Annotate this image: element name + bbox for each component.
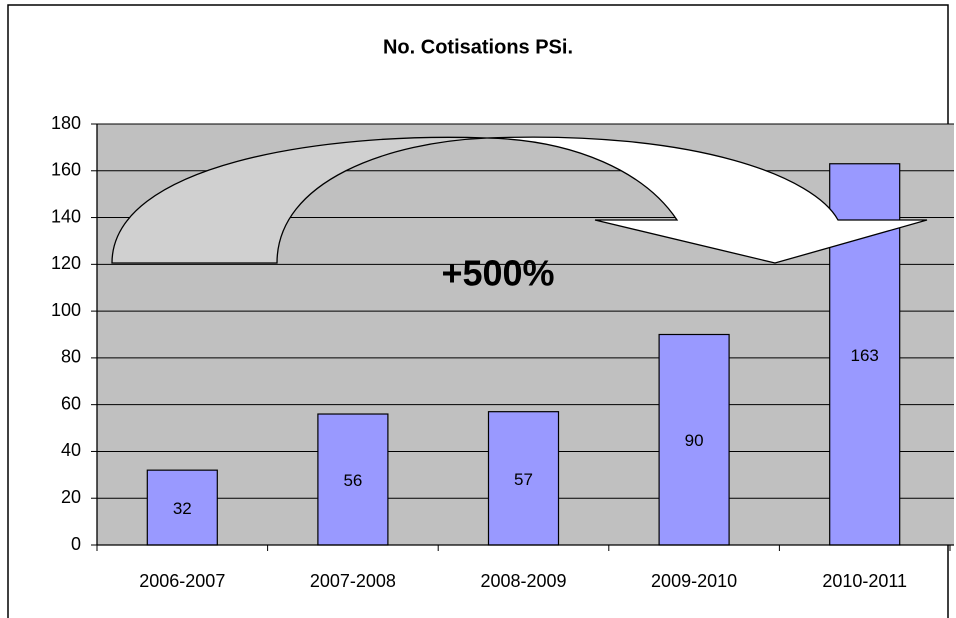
- bar: [658, 333, 730, 546]
- y-tick-label: 0: [71, 534, 81, 554]
- arrow-head: [486, 136, 928, 264]
- data-label: 90: [685, 431, 704, 450]
- y-tick-label: 80: [61, 347, 81, 367]
- bar: [146, 469, 218, 546]
- x-tick-label: 2007-2008: [310, 571, 396, 591]
- x-tick-label: 2009-2010: [651, 571, 737, 591]
- y-tick-label: 100: [51, 300, 81, 320]
- y-tick-label: 120: [51, 253, 81, 273]
- x-tick-label: 2008-2009: [480, 571, 566, 591]
- data-label: 56: [343, 471, 362, 490]
- arrow-group: [111, 136, 928, 264]
- y-tick-label: 40: [61, 440, 81, 460]
- x-tick-label: 2010-2011: [822, 571, 907, 591]
- y-tick-label: 160: [51, 160, 81, 180]
- y-tick-label: 60: [61, 393, 81, 413]
- bar: [487, 411, 560, 546]
- x-tick-label: 2006-2007: [139, 571, 225, 591]
- data-label: 32: [173, 499, 192, 518]
- data-label: 57: [514, 470, 533, 489]
- y-tick-label: 180: [51, 113, 81, 133]
- y-tick-label: 20: [61, 487, 81, 507]
- y-tick-label: 140: [51, 206, 81, 226]
- chart-title: No. Cotisations PSi.: [383, 36, 573, 58]
- arrow-tail: [111, 136, 488, 264]
- bar: [317, 413, 389, 546]
- annotation: +500%: [441, 253, 554, 294]
- data-label: 163: [851, 346, 879, 365]
